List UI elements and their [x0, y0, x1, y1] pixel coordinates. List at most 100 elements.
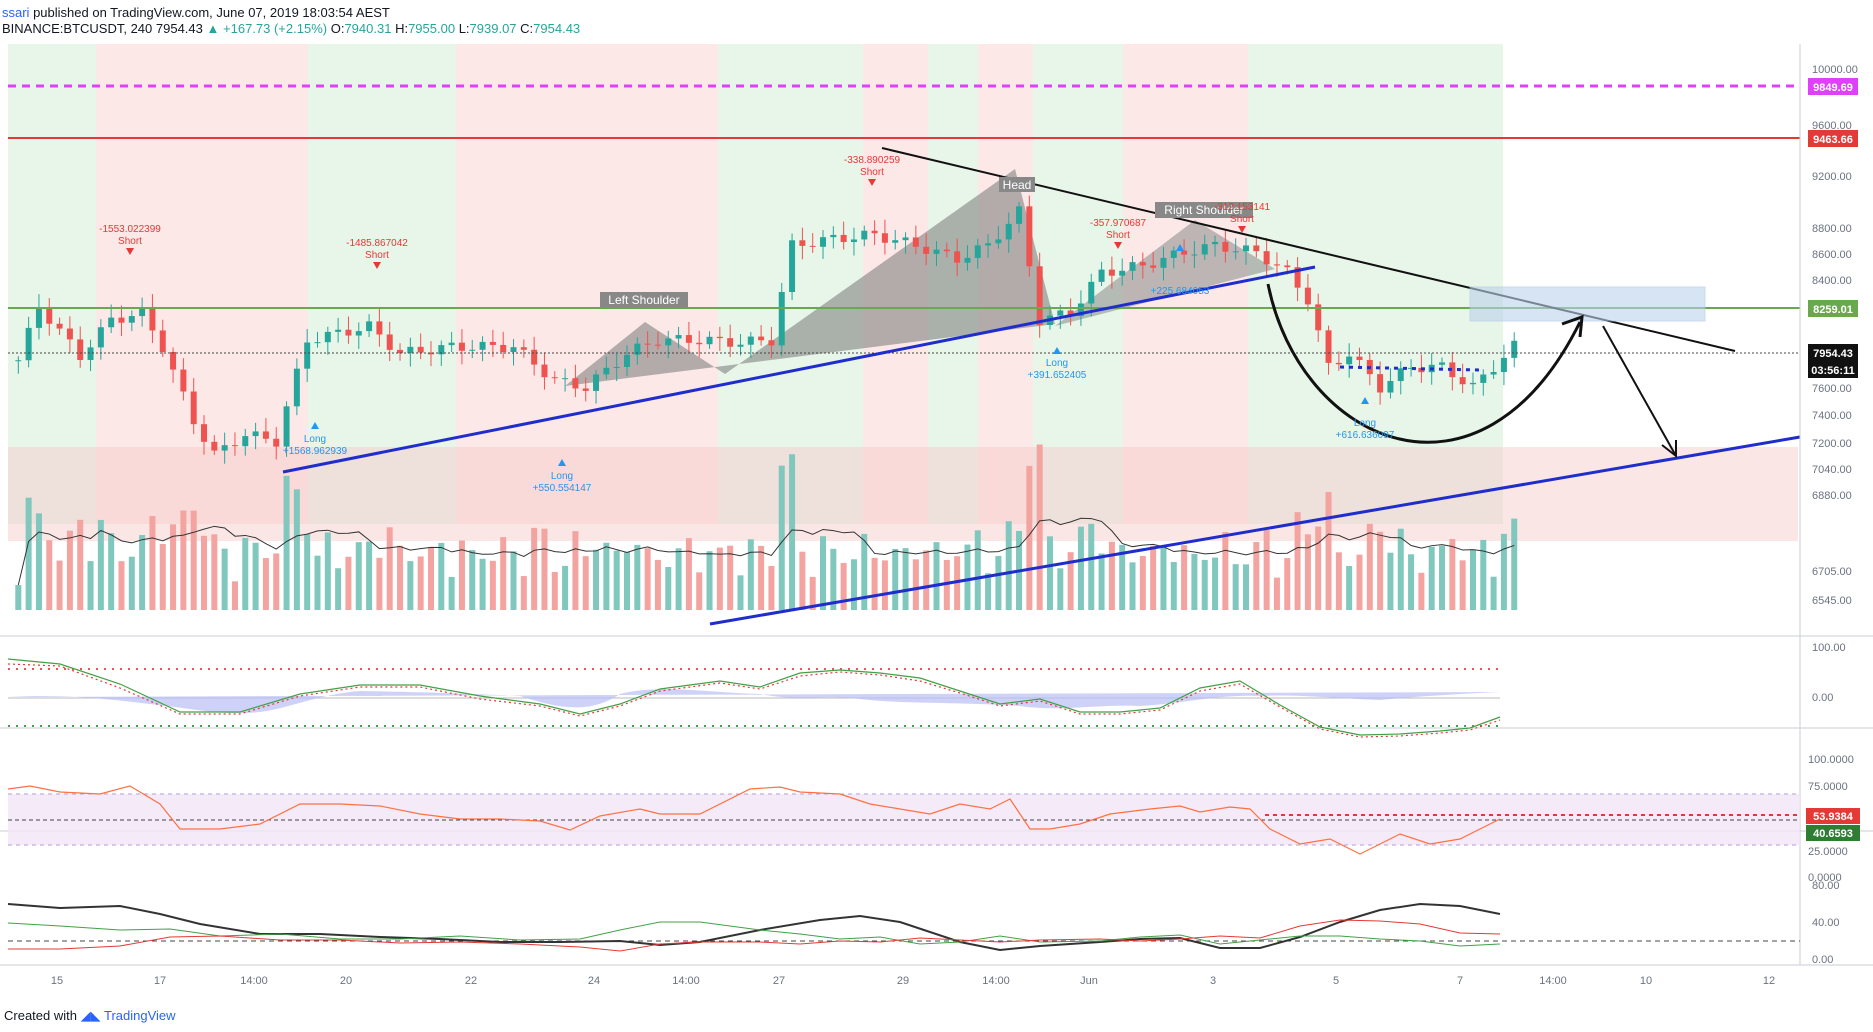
adx-line [7, 902, 1501, 952]
signal-short-2[interactable]: -1485.867042 Short [346, 238, 408, 269]
magenta-price-badge[interactable] [1808, 78, 1858, 95]
red-price-badge[interactable] [1808, 130, 1858, 147]
candle-106 [1108, 256, 1115, 289]
dmi-pane[interactable] [7, 902, 1800, 952]
candle-120 [1253, 237, 1260, 258]
volume-bar [768, 565, 775, 610]
volume-bar [46, 540, 53, 610]
target-zone-box[interactable] [1469, 286, 1706, 322]
signal-long-3[interactable]: Long +391.652405 [1028, 347, 1087, 381]
price-axis-label: 8600.00 [1812, 249, 1852, 261]
price-axis-label: 7040.00 [1812, 464, 1852, 476]
volume-bar [1160, 546, 1167, 610]
candle-68 [716, 326, 723, 351]
candle-13 [149, 294, 156, 344]
signal-long-5[interactable]: Long +616.636097 [1336, 397, 1395, 441]
candle-body [1304, 287, 1311, 305]
momentum-pane[interactable] [7, 658, 1501, 738]
candle-body [665, 338, 672, 346]
cup-projection-curve[interactable] [1266, 283, 1582, 444]
publication-line: ssari published on TradingView.com, June… [2, 5, 390, 20]
volume-bar [1335, 552, 1342, 610]
rsi-pane[interactable] [7, 785, 1800, 855]
signal-short-5[interactable]: -312.153141 Short [1214, 202, 1271, 233]
time-axis[interactable]: 15 17 14:00 20 22 24 14:00 27 29 14:00 J… [51, 975, 1775, 987]
candle-129 [1346, 343, 1353, 378]
candle-body [809, 245, 816, 247]
candle-body [861, 230, 868, 240]
signal-short-3[interactable]: -338.890259 Short [844, 155, 901, 186]
volume-bar [417, 556, 424, 610]
candle-body [180, 369, 187, 392]
signal-long-2[interactable]: Long +550.554147 [533, 459, 592, 494]
rsi-axis-label: 75.0000 [1808, 781, 1848, 793]
candle-144 [1500, 344, 1507, 386]
candle-30 [324, 326, 331, 355]
volume-bar [77, 519, 84, 610]
signal-long-4[interactable]: +225.684053 [1151, 244, 1210, 297]
candle-body [768, 340, 775, 346]
candle-body [995, 239, 1002, 244]
signal-type: Short [1230, 214, 1254, 225]
signal-type: Short [1106, 230, 1130, 241]
candle-114 [1191, 241, 1198, 269]
candle-body [1500, 357, 1507, 373]
volume-bar [324, 532, 331, 610]
projection-arrow-line[interactable] [1602, 325, 1677, 457]
signal-long-1[interactable]: Long +1568.962939 [283, 422, 348, 457]
signal-value: +550.554147 [533, 483, 592, 494]
tradingview-brand-link[interactable]: TradingView [104, 1008, 176, 1023]
background-zone-1 [96, 44, 308, 524]
candle-62 [654, 331, 661, 350]
volume-bar [1119, 544, 1126, 610]
head-label-bg [999, 177, 1035, 192]
signal-line [7, 663, 1501, 738]
candle-45 [479, 336, 486, 362]
candle-22 [242, 428, 249, 456]
time-axis-label: 24 [588, 975, 600, 987]
volume-bar [1005, 521, 1012, 610]
candle-104 [1088, 273, 1095, 317]
ohlc-low: 7939.07 [469, 21, 517, 36]
candle-body [1170, 250, 1177, 258]
right-shoulder-shading [1055, 220, 1275, 326]
lower-uptrend-line[interactable] [709, 435, 1801, 626]
candle-body [1067, 310, 1074, 317]
author-link[interactable]: ssari [2, 5, 30, 20]
candle-body [634, 343, 641, 355]
candle-body [799, 240, 806, 246]
ohlc-high-label: H: [395, 21, 409, 36]
short-arrow-icon [373, 262, 381, 269]
last-price-badge[interactable] [1808, 344, 1858, 361]
candle-body [149, 307, 156, 331]
candle-body [293, 368, 300, 407]
signal-short-1[interactable]: -1553.022399 Short [99, 224, 161, 255]
candle-34 [366, 314, 373, 337]
candle-91 [954, 238, 961, 277]
minus-di-line [8, 919, 1501, 952]
candle-10 [118, 305, 125, 337]
candle-107 [1119, 258, 1126, 286]
candle-body [128, 316, 135, 323]
candle-87 [912, 225, 919, 255]
volume-bar [108, 533, 115, 610]
time-axis-label: Jun [1080, 975, 1098, 987]
green-price-badge[interactable] [1808, 300, 1858, 317]
candle-59 [624, 345, 630, 377]
uptrend-neckline[interactable] [282, 265, 1316, 474]
signal-short-4[interactable]: -357.970687 Short [1090, 218, 1147, 249]
candle-body [335, 329, 342, 332]
time-axis-label: 14:00 [240, 975, 268, 987]
candle-body [345, 329, 352, 336]
candle-70 [737, 334, 744, 356]
candle-12 [139, 297, 146, 327]
candle-85 [892, 229, 899, 250]
candle-64 [675, 326, 682, 349]
volume-bar [56, 560, 63, 610]
rsi-line [7, 785, 1501, 855]
long-arrow-icon [1361, 397, 1369, 404]
chart-canvas[interactable]: Left Shoulder Head Right Shoulder -1553.… [0, 44, 1873, 1006]
candle-26 [283, 401, 290, 457]
candle-body [840, 234, 847, 243]
price-axis[interactable]: 10000.00 9600.00 9200.00 8800.00 8600.00… [1812, 64, 1858, 607]
